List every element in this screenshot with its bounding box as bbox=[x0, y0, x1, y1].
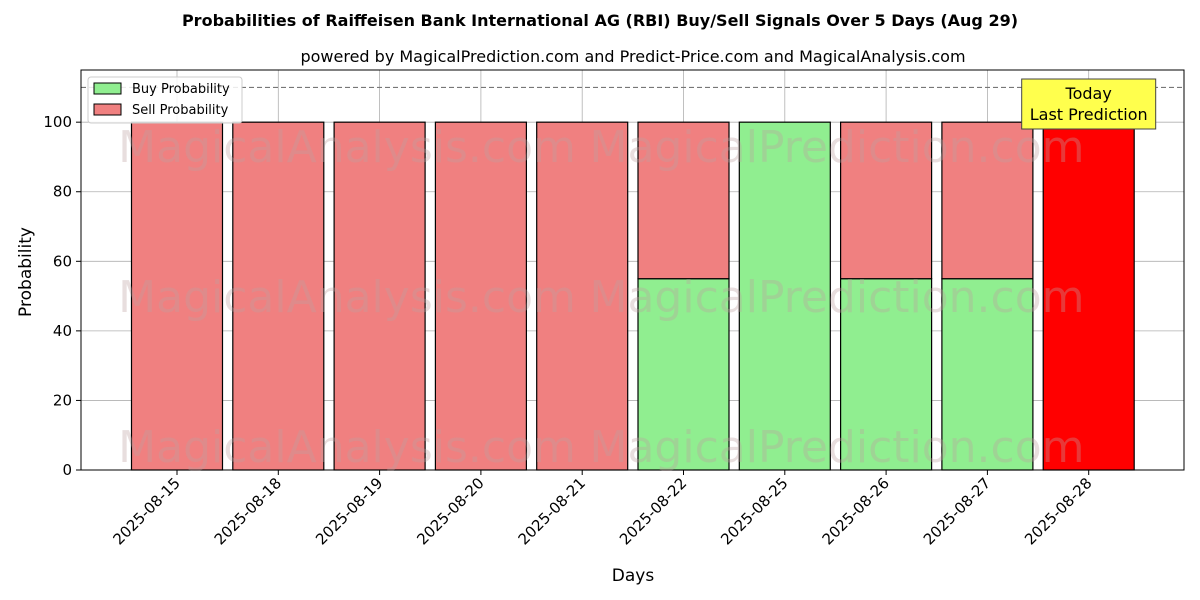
legend-box bbox=[87, 76, 243, 124]
watermark-layer: MagicalAnalysis.com MagicalPrediction.com… bbox=[118, 122, 1084, 473]
annotation-text: Today bbox=[1065, 84, 1112, 103]
y-tick-label: 80 bbox=[53, 183, 72, 201]
buy-bar bbox=[637, 278, 730, 471]
watermark-text: MagicalAnalysis.com bbox=[118, 422, 576, 473]
sell-bar bbox=[637, 121, 730, 280]
watermark-text: MagicalPrediction.com bbox=[590, 122, 1085, 173]
bar-layer bbox=[130, 121, 1135, 471]
today-annotation: Today Last Prediction bbox=[1021, 78, 1157, 130]
x-tick-label: 2025-08-20 bbox=[413, 474, 487, 548]
y-tick-label: 0 bbox=[62, 461, 72, 479]
buy-bar bbox=[839, 278, 933, 471]
sell-bar bbox=[941, 121, 1034, 280]
chart-subtitle: powered by MagicalPrediction.com and Pre… bbox=[300, 47, 965, 66]
x-tick-label: 2025-08-18 bbox=[211, 474, 285, 548]
watermark-text: MagicalPrediction.com bbox=[590, 422, 1085, 473]
x-tick-label: 2025-08-19 bbox=[312, 474, 386, 548]
legend-swatch bbox=[93, 82, 122, 95]
legend-label: Sell Probability bbox=[132, 103, 229, 118]
annotation-box bbox=[1021, 78, 1157, 130]
watermark-text: MagicalAnalysis.com bbox=[118, 272, 576, 323]
x-tick-label: 2025-08-15 bbox=[109, 474, 183, 548]
y-tick-label: 100 bbox=[43, 113, 72, 131]
x-tick-label: 2025-08-25 bbox=[717, 474, 791, 548]
x-tick-label: 2025-08-26 bbox=[819, 474, 893, 548]
y-tick-label: 40 bbox=[53, 322, 72, 340]
legend: Buy Probability Sell Probability bbox=[87, 76, 243, 124]
x-axis-label: Days bbox=[612, 566, 655, 586]
chart-title: Probabilities of Raiffeisen Bank Interna… bbox=[182, 11, 1018, 30]
x-tick-label: 2025-08-21 bbox=[515, 474, 589, 548]
buy-bar bbox=[941, 278, 1034, 471]
sell-bar bbox=[130, 121, 224, 471]
x-tick-label: 2025-08-28 bbox=[1021, 474, 1095, 548]
plot-frame bbox=[80, 69, 1185, 471]
legend-swatch bbox=[93, 103, 122, 116]
x-tick-label: 2025-08-22 bbox=[616, 474, 690, 548]
annotation-text: Last Prediction bbox=[1030, 105, 1148, 124]
y-tick-label: 20 bbox=[53, 391, 72, 409]
y-axis-label: Probability bbox=[16, 227, 36, 317]
y-tick-label: 60 bbox=[53, 252, 72, 270]
sell-bar bbox=[1042, 121, 1135, 471]
sell-bar bbox=[434, 121, 527, 471]
sell-bar bbox=[839, 121, 933, 280]
watermark-text: MagicalAnalysis.com bbox=[118, 122, 576, 173]
legend-label: Buy Probability bbox=[132, 82, 230, 97]
watermark-text: MagicalPrediction.com bbox=[590, 272, 1085, 323]
x-tick-label: 2025-08-27 bbox=[920, 474, 994, 548]
sell-bar bbox=[536, 121, 629, 471]
